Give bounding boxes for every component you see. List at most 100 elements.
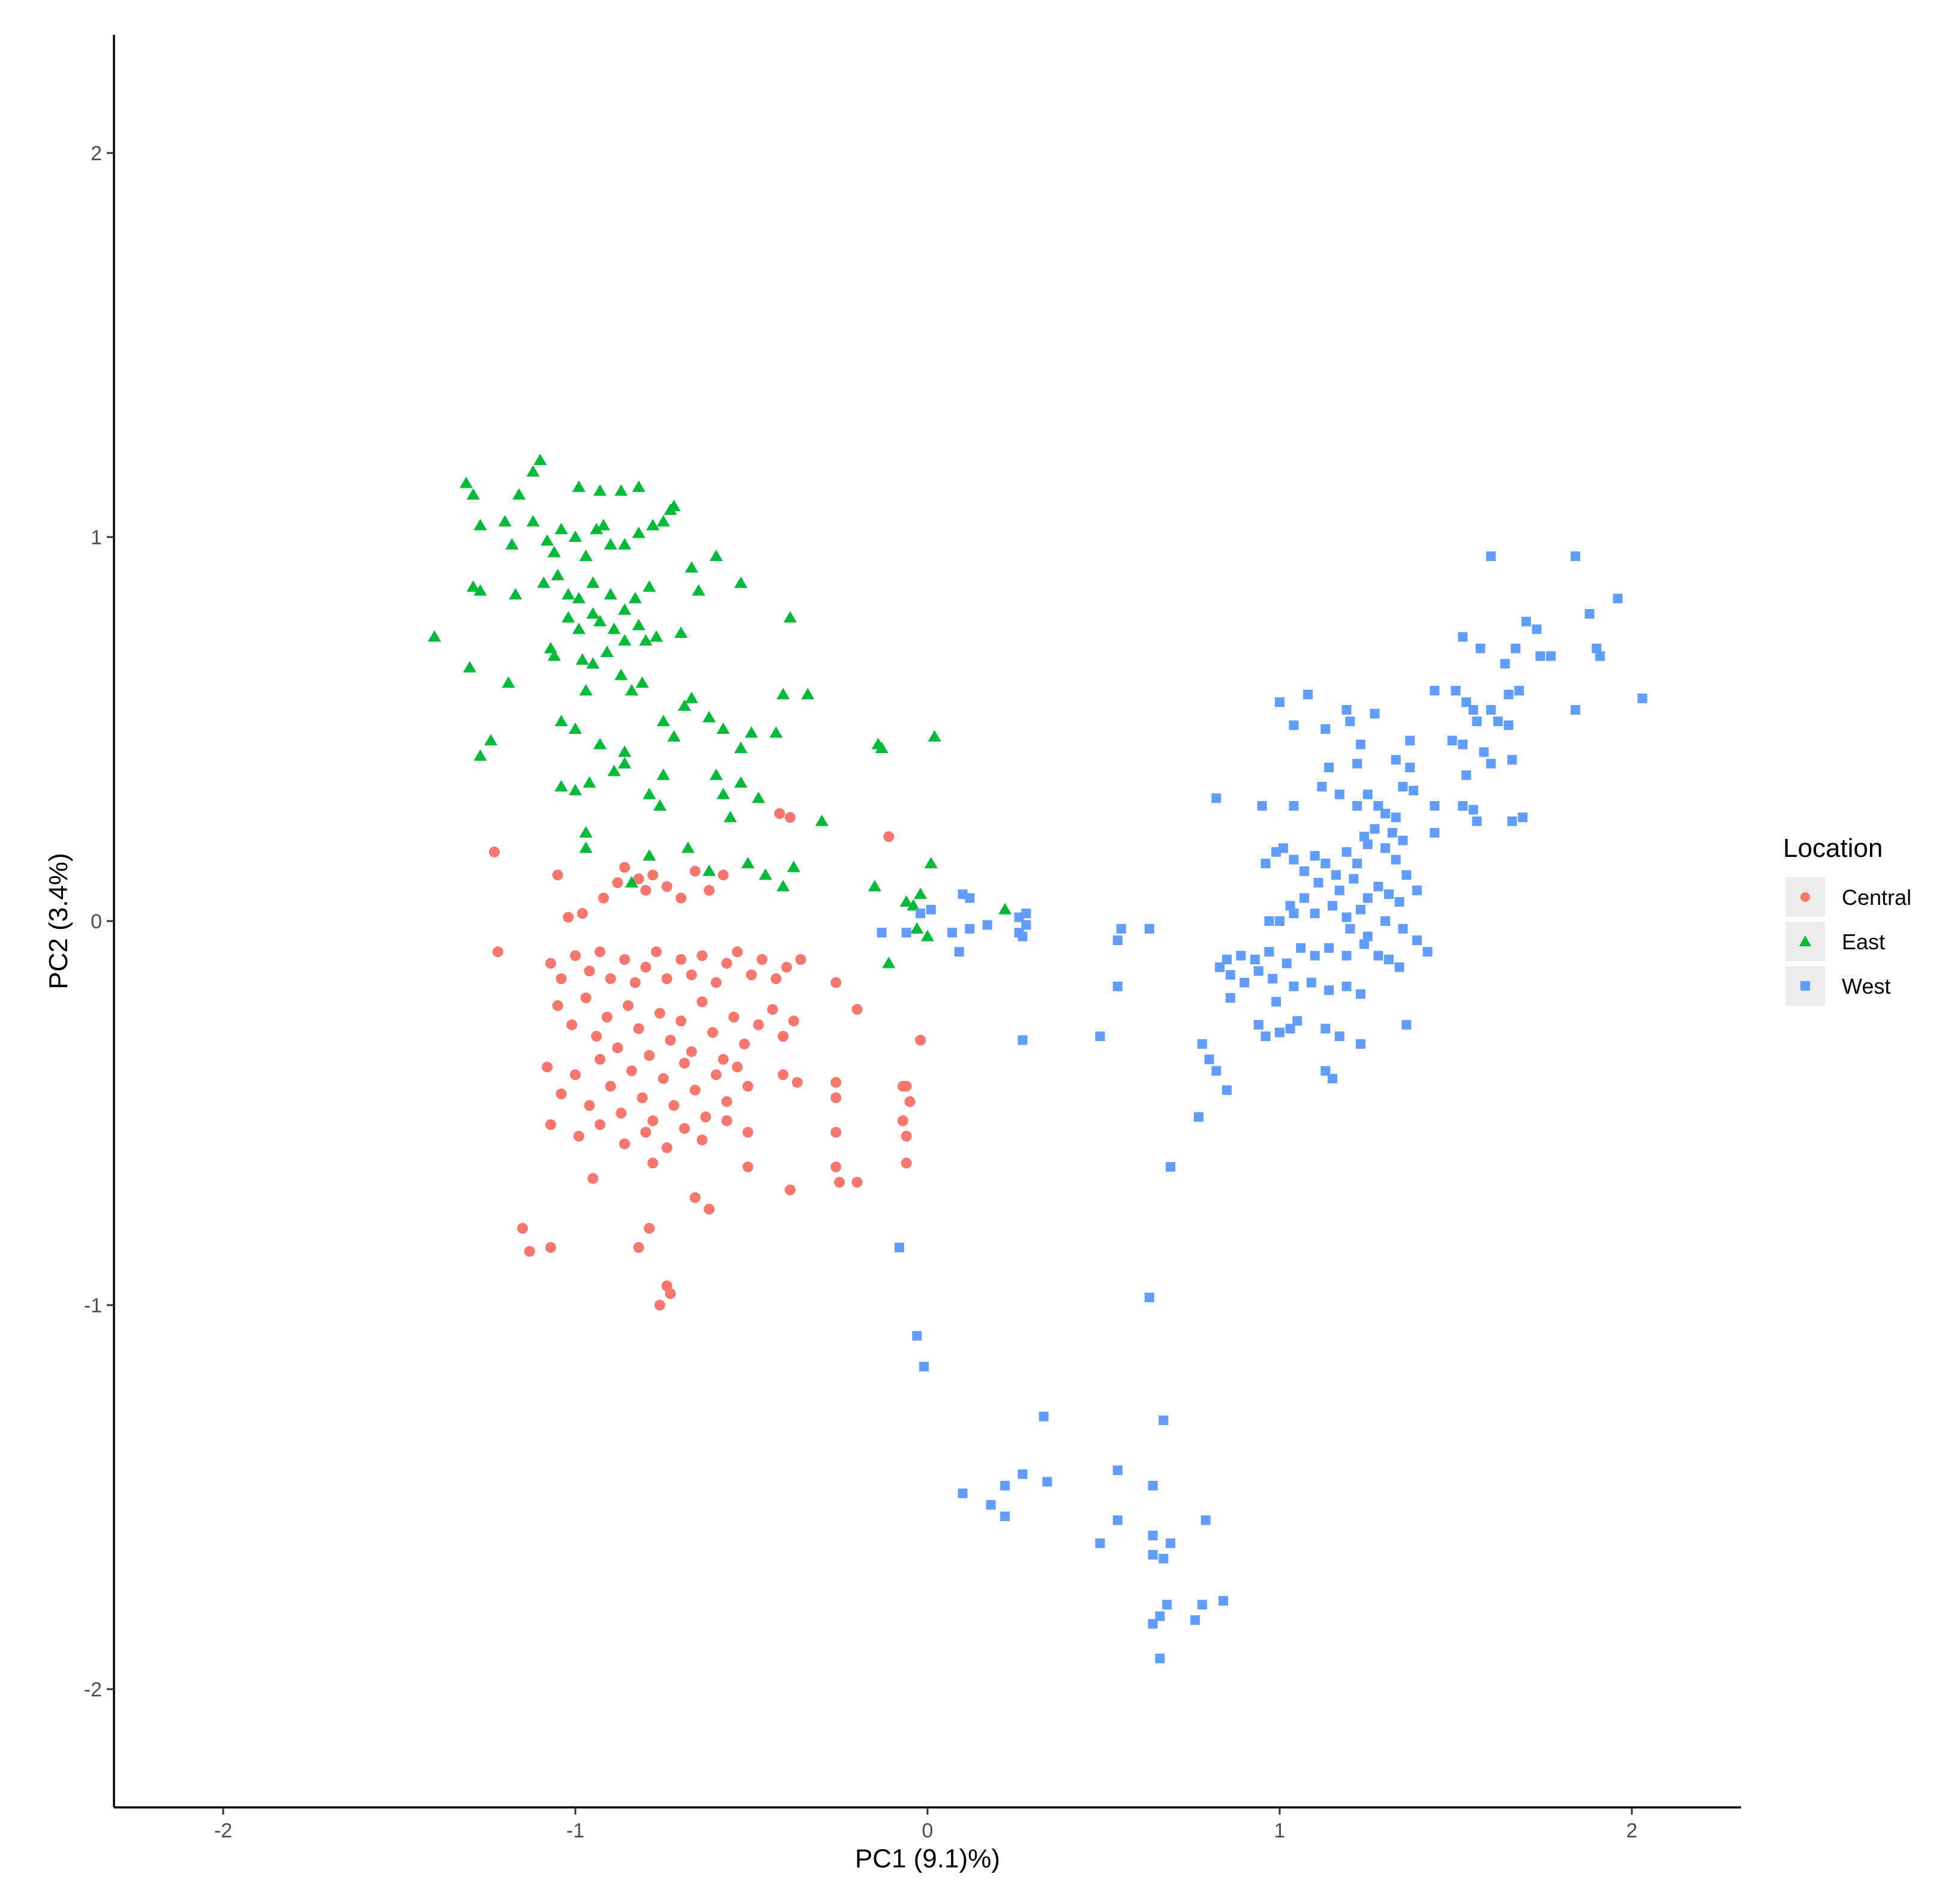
- point-east: [635, 676, 649, 688]
- point-west: [1514, 686, 1524, 695]
- point-east: [505, 538, 519, 550]
- point-west: [1461, 697, 1472, 707]
- point-central: [626, 1065, 637, 1077]
- point-west: [1328, 1074, 1338, 1084]
- point-west: [1468, 705, 1478, 715]
- point-east: [716, 787, 730, 799]
- point-west: [1112, 935, 1122, 945]
- point-west: [1447, 736, 1457, 746]
- point-west: [1289, 801, 1299, 811]
- point-east: [593, 484, 607, 496]
- point-west: [1458, 801, 1468, 811]
- point-east: [572, 592, 586, 604]
- point-central: [757, 954, 768, 965]
- point-central: [697, 1134, 708, 1146]
- point-east: [614, 484, 628, 496]
- point-west: [895, 1243, 905, 1252]
- point-east: [734, 742, 748, 753]
- point-west: [1116, 923, 1126, 934]
- point-central: [524, 1246, 535, 1257]
- point-west: [1334, 789, 1344, 799]
- point-west: [1571, 705, 1581, 715]
- point-west: [1345, 716, 1355, 727]
- point-central: [492, 946, 503, 958]
- point-east: [998, 902, 1012, 914]
- point-east: [586, 657, 600, 669]
- point-east: [758, 868, 772, 880]
- point-west: [1320, 724, 1331, 734]
- point-east: [547, 545, 561, 557]
- point-central: [623, 1000, 634, 1011]
- point-central: [700, 1111, 712, 1123]
- point-west: [1190, 1615, 1200, 1625]
- point-west: [1472, 816, 1482, 826]
- point-west: [1398, 835, 1408, 845]
- point-east: [579, 826, 593, 838]
- point-central: [542, 1062, 553, 1073]
- point-central: [830, 1161, 842, 1173]
- point-east: [618, 745, 632, 757]
- point-east: [724, 811, 737, 823]
- point-west: [1475, 643, 1485, 653]
- legend-label-east: East: [1842, 929, 1885, 954]
- point-west: [1320, 1024, 1331, 1034]
- point-central: [689, 1192, 701, 1203]
- point-west: [1380, 916, 1391, 926]
- point-central: [721, 958, 733, 969]
- point-east: [882, 957, 896, 969]
- point-west: [1595, 651, 1605, 661]
- point-east: [709, 768, 723, 780]
- point-east: [537, 576, 551, 588]
- point-central: [629, 977, 641, 988]
- point-central: [591, 1031, 602, 1042]
- point-central: [545, 958, 556, 969]
- point-east: [685, 691, 698, 703]
- point-east: [526, 465, 540, 477]
- point-east: [473, 749, 487, 761]
- point-central: [556, 973, 567, 984]
- point-central: [728, 1012, 740, 1023]
- point-east: [769, 726, 783, 738]
- point-east: [596, 518, 610, 530]
- point-west: [1095, 1032, 1105, 1041]
- point-central: [697, 996, 708, 1008]
- point-east: [614, 668, 628, 680]
- point-central: [901, 1081, 912, 1092]
- point-west: [1521, 616, 1531, 626]
- point-west: [958, 1488, 968, 1498]
- point-central: [633, 873, 644, 884]
- point-central: [830, 1092, 842, 1104]
- point-west: [901, 928, 911, 938]
- legend-label-central: Central: [1842, 885, 1911, 910]
- point-east: [628, 592, 642, 604]
- point-east: [745, 726, 758, 738]
- point-central: [552, 869, 563, 881]
- point-central: [742, 1161, 754, 1173]
- point-central: [704, 1204, 715, 1215]
- point-central: [661, 1142, 673, 1153]
- y-axis-title: PC2 (3.4%): [44, 853, 73, 989]
- point-central: [566, 1019, 578, 1030]
- point-west: [1584, 609, 1595, 619]
- point-west: [1310, 908, 1320, 919]
- point-east: [656, 768, 670, 780]
- point-east: [703, 864, 716, 876]
- point-east: [875, 742, 889, 753]
- point-central: [598, 892, 609, 904]
- point-west: [1299, 893, 1310, 903]
- point-west: [982, 920, 992, 930]
- point-west: [877, 928, 887, 938]
- point-east: [547, 649, 561, 661]
- point-west: [1422, 947, 1433, 957]
- point-east: [801, 688, 815, 700]
- point-central: [791, 1077, 803, 1088]
- point-west: [1268, 974, 1278, 984]
- point-west: [916, 908, 926, 919]
- point-west: [1412, 885, 1422, 895]
- point-east: [734, 576, 748, 588]
- point-east: [554, 523, 568, 535]
- point-central: [616, 1108, 627, 1119]
- point-west: [1394, 962, 1404, 972]
- point-central: [795, 954, 806, 965]
